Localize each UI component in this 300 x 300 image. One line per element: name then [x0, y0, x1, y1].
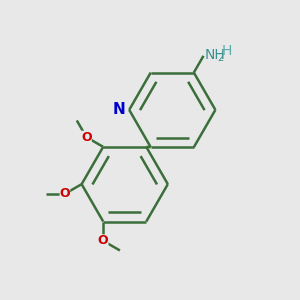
Text: O: O — [98, 234, 109, 247]
Text: H: H — [222, 44, 232, 58]
Text: N: N — [113, 102, 126, 117]
Text: NH: NH — [205, 48, 225, 62]
Text: O: O — [81, 131, 92, 144]
Text: O: O — [60, 187, 70, 200]
Text: 2: 2 — [217, 53, 224, 63]
